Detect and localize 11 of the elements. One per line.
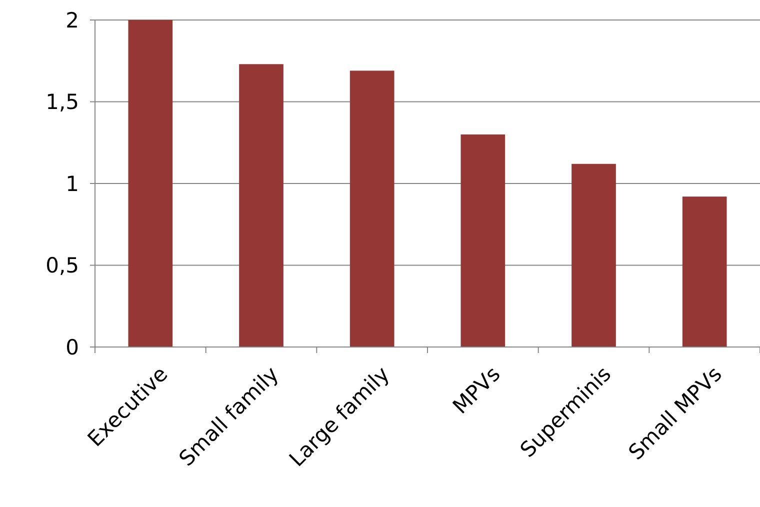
y-tick-label: 0 xyxy=(66,335,79,360)
y-tick-label: 1,5 xyxy=(46,90,79,114)
y-tick-label: 1 xyxy=(66,172,79,196)
bar xyxy=(350,70,394,347)
bar xyxy=(128,20,173,347)
y-tick-label: 0,5 xyxy=(46,254,79,278)
bar xyxy=(239,64,284,347)
y-tick-label: 2 xyxy=(66,8,79,32)
bar xyxy=(460,134,506,347)
bar xyxy=(572,164,616,347)
bar xyxy=(682,196,727,347)
